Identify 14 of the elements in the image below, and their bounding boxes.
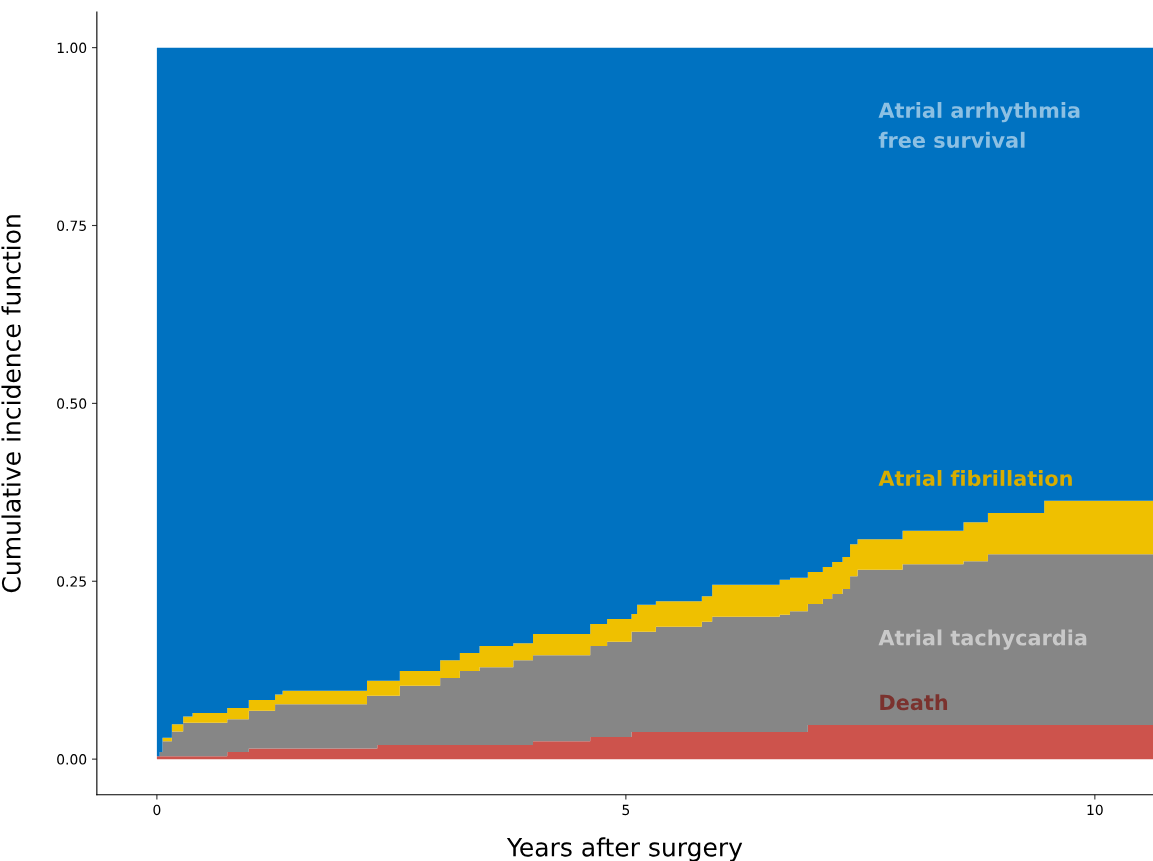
y-axis-title: Cumulative incidence function [1,215,21,593]
series-label: Atrial arrhythmia free survival [878,102,1080,148]
y-tick-label: 1.00 [57,42,87,54]
x-tick-label: 10 [1087,804,1103,816]
x-tick-label: 5 [622,804,630,816]
x-tick-label: 0 [153,804,161,816]
series-label: Atrial fibrillation [878,470,1072,487]
y-tick-label: 0.25 [57,576,86,587]
y-tick-label: 0.75 [57,220,86,231]
x-axis-title: Years after surgery [506,837,743,861]
series-label: Death [880,694,948,711]
series-label: Atrial tachycardia [878,629,1087,650]
y-tick-label: 0.00 [57,754,87,765]
y-tick-label: 0.50 [57,398,87,409]
